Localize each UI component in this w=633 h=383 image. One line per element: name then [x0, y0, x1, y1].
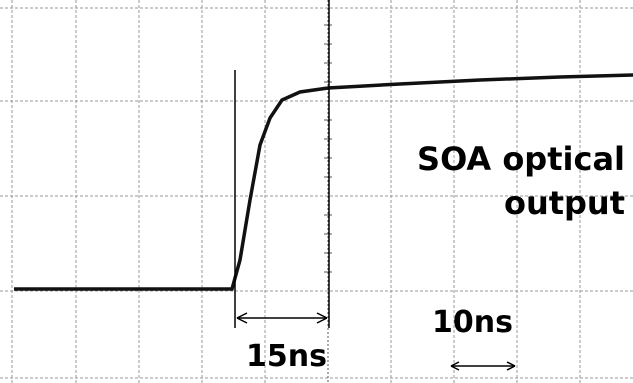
signal-label: output — [504, 184, 625, 222]
scale-label: 10ns — [432, 305, 513, 340]
rise-time-label: 15ns — [246, 339, 327, 374]
signal-label: SOA optical — [417, 140, 625, 178]
oscilloscope-screen: SOA optical output 15ns 10ns — [0, 0, 633, 383]
